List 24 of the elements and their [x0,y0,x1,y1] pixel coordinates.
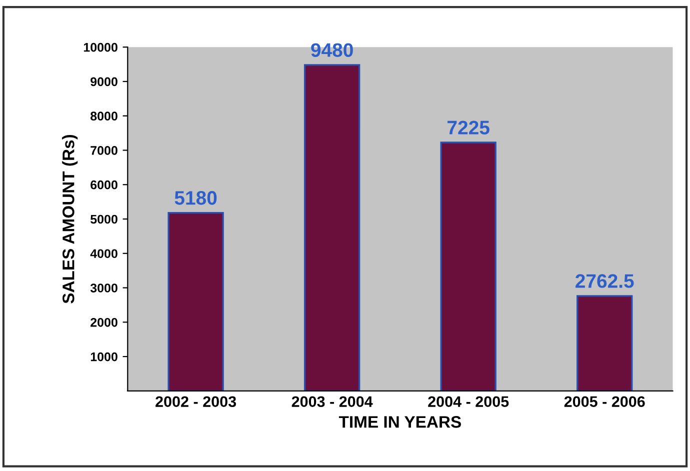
y-tick-label: 2000 [90,318,118,327]
x-tick-label: 2004 - 2005 [428,396,509,408]
bar [440,142,496,391]
y-tick-label: 4000 [90,249,118,258]
y-tick-label: 6000 [90,180,118,190]
y-axis-title: SALES AMOUNT (Rs) [62,134,78,304]
bar [168,212,224,391]
y-tick-label: 8000 [90,112,118,121]
x-tick-label: 2005 - 2006 [564,396,645,408]
y-tick-label: 3000 [90,284,118,292]
y-tick-label: 9000 [90,77,118,86]
bar [576,295,633,391]
x-tick-label: 2003 - 2004 [292,396,373,408]
y-tick-label: 1000 [90,352,118,362]
x-tick-label: 2002 - 2003 [156,396,236,408]
data-label: 7225 [448,120,490,135]
x-axis-title: TIME IN YEARS [338,416,461,428]
y-tick-label: 5000 [90,214,118,224]
y-tick-label: 10000 [84,42,118,52]
data-label: 2762.5 [576,274,634,288]
data-label: 9480 [311,43,353,57]
bar [304,64,360,391]
y-tick-label: 7000 [90,146,118,155]
data-label: 5180 [174,191,217,205]
